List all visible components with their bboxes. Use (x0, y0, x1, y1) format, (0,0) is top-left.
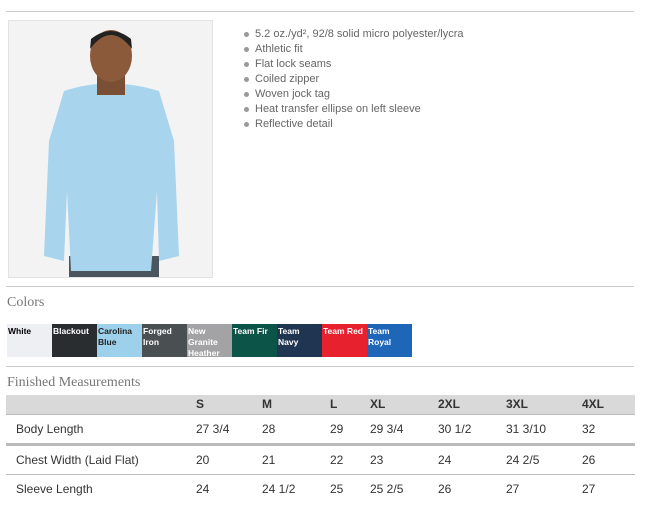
color-swatch[interactable]: White (7, 324, 52, 357)
measurements-heading: Finished Measurements (7, 375, 141, 390)
measurement-cell: 27 3/4 (196, 414, 262, 446)
column-header: L (330, 395, 370, 415)
measurement-cell: 27 (506, 482, 520, 497)
column-header (6, 395, 196, 415)
measurements-table: S M L XL 2XL 3XL 4XL Body Length 27 3/4 28 29 29 3… (6, 395, 635, 504)
table-row: Sleeve Length 24 24 1/2 25 25 2/5 26 27 27 (6, 474, 635, 504)
measurement-cell: 24 2/5 (506, 444, 582, 475)
measurement-cell: 27 (582, 482, 596, 497)
color-swatch[interactable]: Team Navy (277, 324, 322, 357)
measurement-cell: 21 (262, 444, 330, 475)
feature-item: Flat lock seams (244, 57, 463, 72)
feature-item: 5.2 oz./yd², 92/8 solid micro polyester/… (244, 27, 463, 42)
divider (6, 366, 634, 367)
color-swatch[interactable]: Team Red (322, 324, 367, 357)
divider (6, 286, 634, 287)
measurement-cell: 32 (582, 414, 635, 446)
color-swatch[interactable]: New Granite Heather (187, 324, 232, 358)
color-swatch[interactable]: Team Fir (232, 324, 277, 357)
table-row: Chest Width (Laid Flat) 20 21 22 23 24 24 2/5 2… (6, 444, 635, 475)
measurement-cell: 30 1/2 (438, 414, 506, 446)
measurement-cell: 28 (262, 414, 330, 446)
column-header: S (196, 395, 262, 415)
column-header: M (262, 395, 330, 415)
column-header: 2XL (438, 395, 506, 415)
feature-item: Coiled zipper (244, 72, 463, 87)
row-label: Sleeve Length (16, 482, 93, 497)
measurement-cell: 25 2/5 (370, 482, 404, 497)
measurement-cell: 22 (330, 444, 370, 475)
measurement-cell: 31 3/10 (506, 414, 582, 446)
measurement-cell: 25 (330, 482, 344, 497)
product-photo (8, 20, 213, 278)
column-header: XL (370, 395, 438, 415)
measurement-cell: 29 3/4 (370, 414, 438, 446)
column-header: 3XL (506, 395, 582, 415)
feature-list: 5.2 oz./yd², 92/8 solid micro polyester/… (244, 27, 463, 132)
measurement-cell: 24 (196, 482, 210, 497)
feature-item: Woven jock tag (244, 87, 463, 102)
measurement-cell: 23 (370, 444, 438, 475)
measurement-cell: 24 1/2 (262, 482, 296, 497)
divider (6, 11, 634, 12)
color-swatch[interactable]: Team Royal (367, 324, 412, 357)
row-label: Body Length (6, 414, 196, 446)
table-header: S M L XL 2XL 3XL 4XL (6, 395, 635, 415)
row-label: Chest Width (Laid Flat) (6, 444, 196, 475)
column-header: 4XL (582, 395, 635, 415)
measurement-cell: 26 (582, 444, 635, 475)
measurement-cell: 20 (196, 444, 262, 475)
feature-item: Heat transfer ellipse on left sleeve (244, 102, 463, 117)
feature-item: Reflective detail (244, 117, 463, 132)
measurement-cell: 26 (438, 482, 452, 497)
feature-item: Athletic fit (244, 42, 463, 57)
measurement-cell: 24 (438, 444, 506, 475)
measurement-cell: 29 (330, 414, 370, 446)
color-swatches: White Blackout Carolina Blue Forged Iron New… (7, 324, 412, 358)
colors-heading: Colors (7, 295, 45, 310)
table-row: Body Length 27 3/4 28 29 29 3/4 30 1/2 31 3/10… (6, 414, 635, 446)
color-swatch[interactable]: Blackout (52, 324, 97, 357)
color-swatch[interactable]: Forged Iron (142, 324, 187, 357)
color-swatch[interactable]: Carolina Blue (97, 324, 142, 357)
